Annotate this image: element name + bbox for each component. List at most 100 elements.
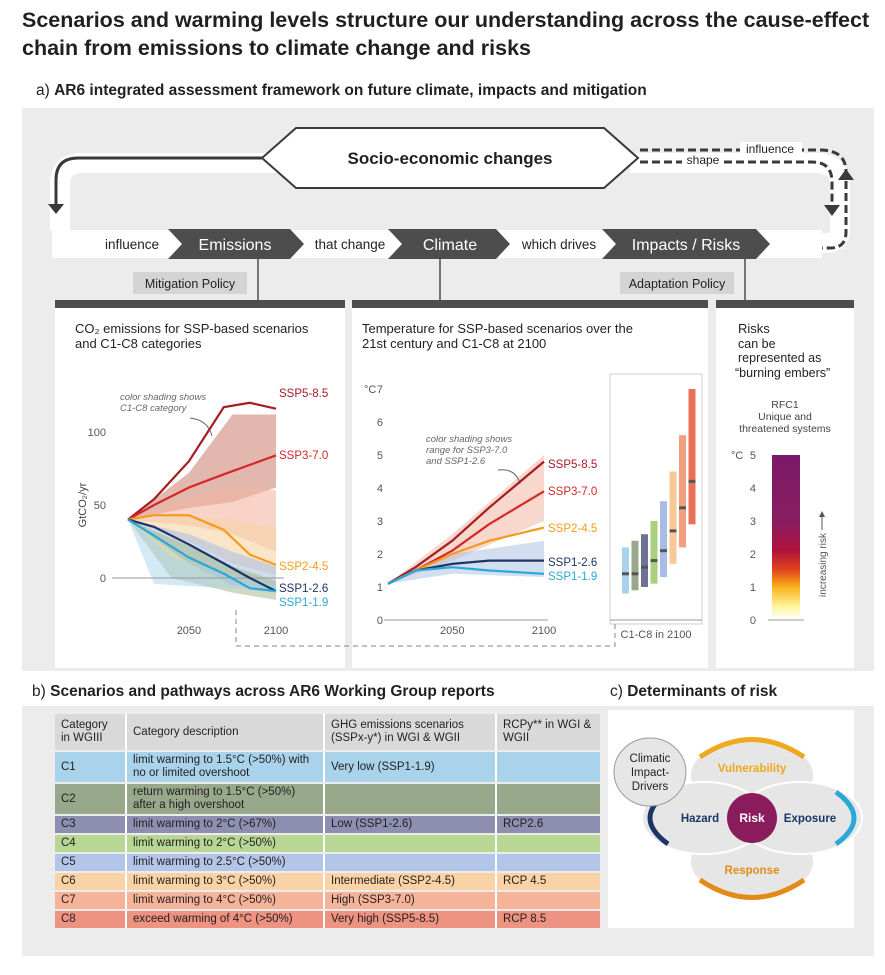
category-shading bbox=[128, 519, 276, 592]
temperature-chart: 7 6 5 4 3 2 1 0 °C 2050 2100 color shading showsran… bbox=[364, 373, 703, 641]
socio-economic-box bbox=[260, 127, 640, 189]
table-header-row: Category in WGIII Category description G… bbox=[55, 714, 600, 750]
climate-label: Climate bbox=[423, 237, 477, 254]
which-drives-label: which drives bbox=[521, 237, 597, 252]
emissions-series-label: SSP3-7.0 bbox=[279, 450, 328, 462]
emissions-chart-title-2: and C1-C8 categories bbox=[75, 336, 202, 351]
scenario-table: Category in WGIII Category description G… bbox=[55, 712, 600, 930]
table-row: C4 limit warming to 2°C (>50%) bbox=[55, 835, 600, 852]
table-cell-rcp bbox=[495, 752, 600, 782]
table-cell-ghg bbox=[323, 784, 495, 814]
table-cell-rcp: RCP 8.5 bbox=[495, 911, 600, 928]
ember-title: threatened systems bbox=[739, 423, 831, 435]
table-row: C1 limit warming to 1.5°C (>50%) with no … bbox=[55, 752, 600, 782]
risks-title-4: “burning embers” bbox=[735, 366, 830, 380]
temperature-series-line bbox=[387, 566, 545, 585]
table-cell-ghg: Very high (SSP5-8.5) bbox=[323, 911, 495, 928]
emissions-series-label: SSP1-2.6 bbox=[279, 583, 328, 595]
table-row: C3 limit warming to 2°C (>67%) Low (SSP1-2… bbox=[55, 816, 600, 833]
table-cell-description: limit warming to 2°C (>50%) bbox=[125, 835, 323, 852]
table-row: C6 limit warming to 3°C (>50%) Intermediat… bbox=[55, 873, 600, 890]
section-c-heading: c) Determinants of risk bbox=[610, 683, 778, 700]
inset-label: C1-C8 in 2100 bbox=[621, 629, 692, 641]
table-row: C2 return warming to 1.5°C (>50%) after a… bbox=[55, 784, 600, 814]
table-row: C5 limit warming to 2.5°C (>50%) bbox=[55, 854, 600, 871]
y-tick-label: 3 bbox=[377, 516, 383, 528]
ember-title: Unique and bbox=[758, 411, 812, 423]
table-cell-category: C4 bbox=[55, 835, 125, 852]
mitigation-policy-box bbox=[133, 272, 247, 294]
x-tick-label: 2050 bbox=[177, 625, 201, 637]
table-cell-ghg: Intermediate (SSP2-4.5) bbox=[323, 873, 495, 890]
emissions-series-label: SSP1-1.9 bbox=[279, 597, 328, 609]
table-cell-description: limit warming to 4°C (>50%) bbox=[125, 892, 323, 909]
emissions-chart-title-1: CO₂ emissions for SSP-based scenarios bbox=[75, 321, 309, 336]
loop-track bbox=[50, 153, 290, 230]
y-axis-unit: °C bbox=[364, 384, 376, 396]
arrow-head-up bbox=[838, 169, 854, 180]
influence-left-label: influence bbox=[105, 237, 159, 252]
table-cell-category: C1 bbox=[55, 752, 125, 782]
ember-title: RFC1 bbox=[771, 399, 799, 411]
table-cell-category: C3 bbox=[55, 816, 125, 833]
y-tick-label: 4 bbox=[750, 483, 756, 495]
y-tick-label: 1 bbox=[377, 582, 383, 594]
category-median-mark bbox=[650, 559, 658, 563]
range-shading bbox=[388, 455, 544, 584]
table-cell-ghg: Low (SSP1-2.6) bbox=[323, 816, 495, 833]
impacts-label: Impacts / Risks bbox=[632, 237, 740, 254]
influence-left-arrow bbox=[54, 156, 262, 208]
table-cell-category: C8 bbox=[55, 911, 125, 928]
adaptation-policy-label: Adaptation Policy bbox=[629, 277, 726, 291]
risk-arrow-head bbox=[819, 511, 825, 517]
temperature-chart-title-2: 21st century and C1-C8 at 2100 bbox=[362, 336, 546, 351]
category-median-mark bbox=[631, 572, 639, 576]
y-tick-label: 6 bbox=[377, 417, 383, 429]
category-range-bar bbox=[650, 521, 658, 584]
ember-bar bbox=[772, 455, 800, 620]
adaptation-policy-box bbox=[620, 272, 734, 294]
table-cell-category: C6 bbox=[55, 873, 125, 890]
climate-chevron bbox=[388, 229, 510, 259]
y-tick-label: 4 bbox=[377, 483, 383, 495]
header-ghg: GHG emissions scenarios (SSPx-y*) in WGI… bbox=[323, 714, 495, 750]
category-median-mark bbox=[622, 572, 629, 576]
mitigation-policy-label: Mitigation Policy bbox=[145, 277, 236, 291]
y-tick-label: 7 bbox=[377, 384, 383, 396]
shape-arrow bbox=[640, 160, 834, 210]
annotation-arrow bbox=[189, 417, 213, 437]
table-cell-category: C5 bbox=[55, 854, 125, 871]
section-b-heading: b) Scenarios and pathways across AR6 Wor… bbox=[32, 683, 495, 700]
emissions-series-line bbox=[127, 518, 277, 593]
socio-economic-label: Socio-economic changes bbox=[348, 149, 553, 168]
table-cell-ghg: High (SSP3-7.0) bbox=[323, 892, 495, 909]
arrow-head-left bbox=[48, 204, 64, 214]
influence-right-label: influence bbox=[746, 142, 794, 156]
header-category: Category in WGIII bbox=[55, 714, 125, 750]
category-range-bar bbox=[669, 471, 677, 564]
y-axis-unit: °C bbox=[731, 450, 743, 462]
c1-c8-connector bbox=[235, 610, 616, 647]
temperature-series-label: SSP5-8.5 bbox=[548, 459, 597, 471]
temperature-chart-title-1: Temperature for SSP-based scenarios over… bbox=[362, 321, 633, 336]
table-cell-rcp: RCP 4.5 bbox=[495, 873, 600, 890]
emissions-series-line bbox=[127, 518, 277, 593]
y-tick-label: 0 bbox=[750, 615, 756, 627]
arrow-head-right bbox=[824, 205, 840, 216]
risk-determinants-box bbox=[608, 710, 854, 928]
table-cell-ghg: Very low (SSP1-1.9) bbox=[323, 752, 495, 782]
table-cell-description: limit warming to 2°C (>67%) bbox=[125, 816, 323, 833]
y-tick-label: 2 bbox=[377, 549, 383, 561]
emissions-chevron bbox=[168, 229, 304, 259]
shading-annotation: range for SSP3-7.0 bbox=[426, 445, 508, 456]
x-tick-label: 2100 bbox=[264, 625, 288, 637]
category-range-bar bbox=[631, 540, 639, 591]
temperature-series-line bbox=[387, 460, 545, 585]
table-cell-rcp bbox=[495, 892, 600, 909]
emissions-series-label: SSP2-4.5 bbox=[279, 561, 328, 573]
table-cell-ghg bbox=[323, 835, 495, 852]
emissions-series-line bbox=[127, 514, 277, 566]
table-cell-description: limit warming to 1.5°C (>50%) with no or… bbox=[125, 752, 323, 782]
table-cell-category: C7 bbox=[55, 892, 125, 909]
